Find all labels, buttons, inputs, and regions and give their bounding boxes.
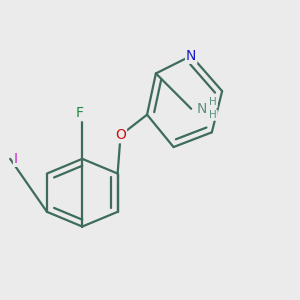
Text: I: I	[14, 152, 18, 166]
Text: N: N	[196, 102, 207, 116]
Text: N: N	[186, 49, 196, 63]
Text: F: F	[75, 106, 83, 120]
Text: O: O	[115, 128, 126, 142]
Text: H: H	[209, 110, 217, 120]
Text: H: H	[209, 97, 217, 107]
